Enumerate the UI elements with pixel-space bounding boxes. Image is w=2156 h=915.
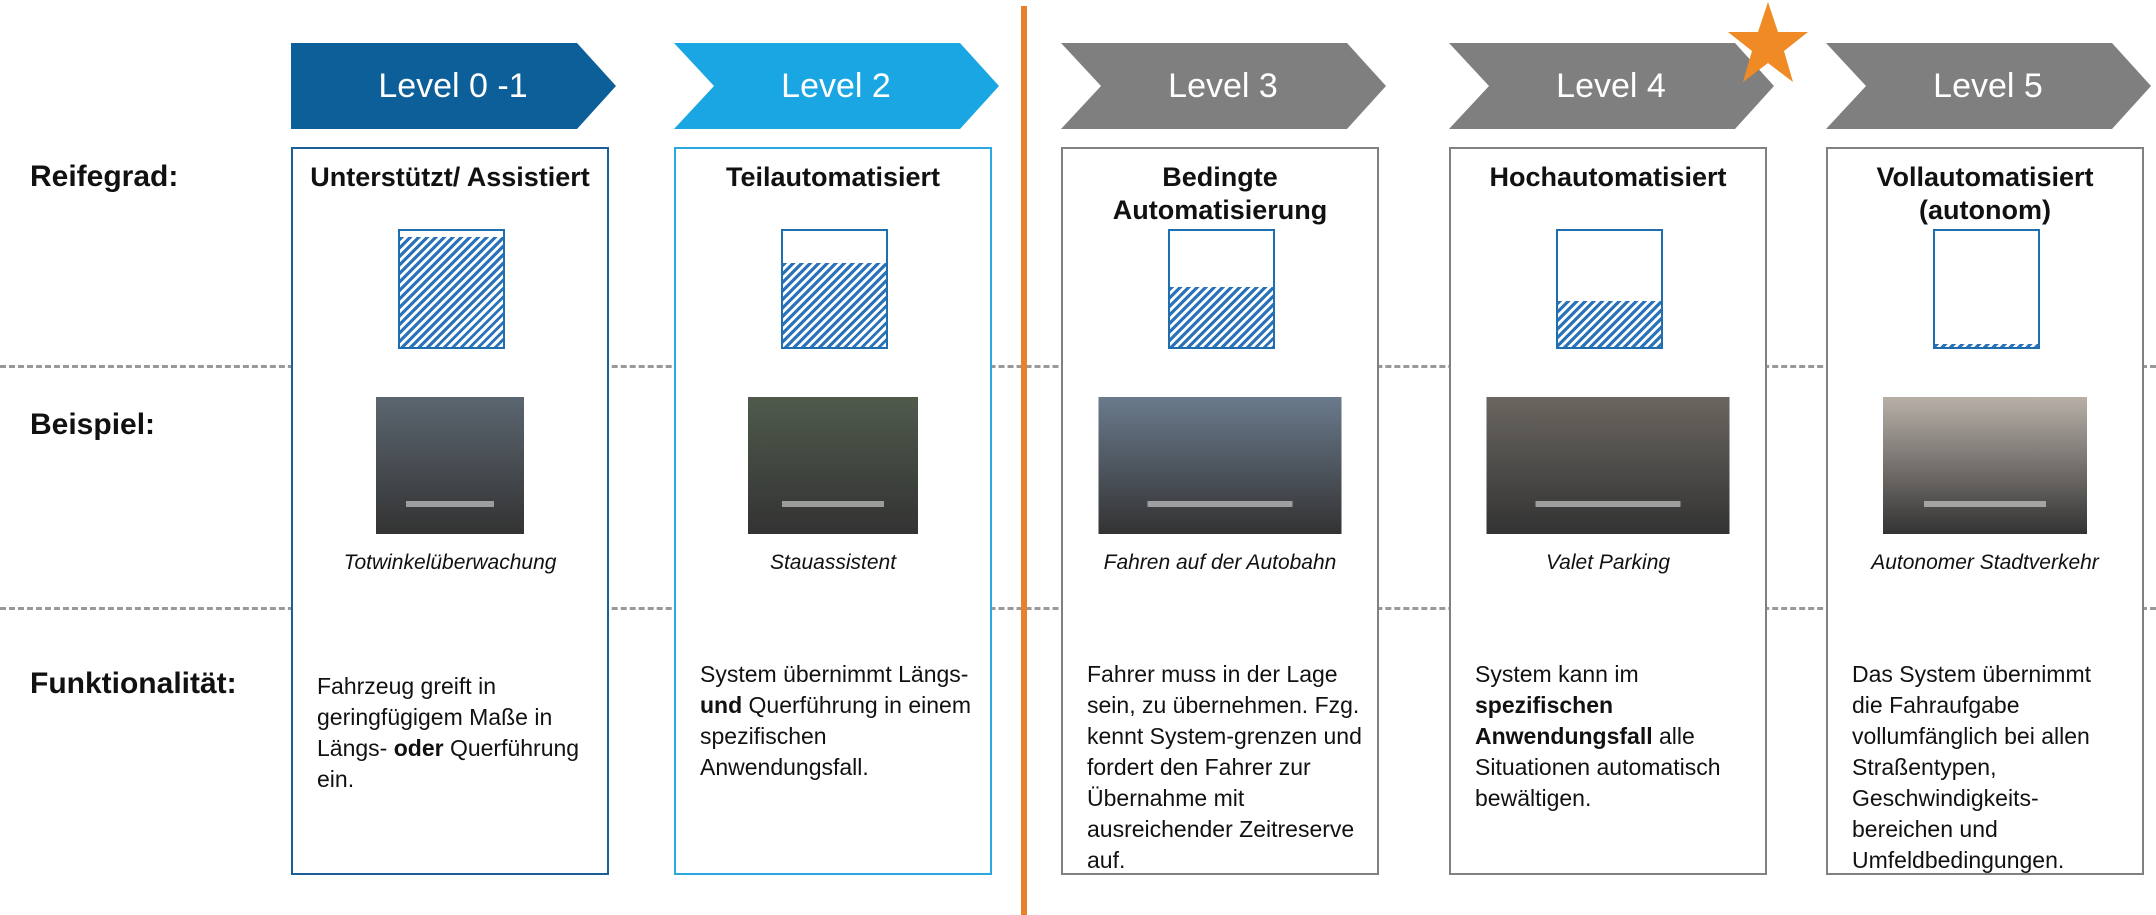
level-name: Unterstützt/ Assistiert <box>310 162 590 192</box>
example-caption: Valet Parking <box>1545 551 1671 574</box>
example-caption: Fahren auf der Autobahn <box>1103 551 1337 574</box>
level-chevron: Level 4 <box>1449 43 1774 129</box>
description: Das System übernimmt die Fahraufgabe vol… <box>1852 659 2128 876</box>
road-mark <box>1923 500 2047 507</box>
description-text: System kann im <box>1475 661 1639 687</box>
description-bold: und <box>700 692 743 718</box>
maturity-gauge <box>1556 229 1663 349</box>
description: Fahrzeug greift in geringfügigem Maße in… <box>317 671 593 795</box>
level-column: Hochautomatisiert Valet Parking System kan… <box>1449 147 1767 875</box>
row-label: Funktionalität: <box>30 667 237 700</box>
level-column: Bedingte Automatisierung Fahren auf der A… <box>1061 147 1379 875</box>
level-chevron: Level 5 <box>1826 43 2151 129</box>
maturity-fill <box>1558 300 1661 347</box>
level-label: Level 4 <box>1556 67 1666 105</box>
description-bold: spezifischen Anwendungsfall <box>1475 692 1653 749</box>
example-image <box>748 397 918 534</box>
example-caption: Stauassistent <box>769 551 897 574</box>
description: Fahrer muss in der Lage sein, zu überneh… <box>1087 659 1363 876</box>
row-label: Beispiel: <box>30 408 156 441</box>
star <box>1728 2 1808 82</box>
maturity-fill <box>1935 343 2038 347</box>
level-column: Teilautomatisiert Stauassistent System übe… <box>674 147 992 875</box>
level-name: Bedingte Automatisierung <box>1112 162 1328 225</box>
road-mark <box>405 500 495 507</box>
maturity-gauge <box>1168 229 1275 349</box>
maturity-fill <box>1170 286 1273 347</box>
level-chevron: Level 3 <box>1061 43 1386 129</box>
level-label: Level 0 -1 <box>378 67 527 105</box>
road-mark <box>782 500 884 507</box>
level-chevron: Level 2 <box>674 43 999 129</box>
level-name: Hochautomatisiert <box>1489 162 1727 192</box>
maturity-gauge <box>781 229 888 349</box>
separator <box>1021 6 1027 915</box>
level-label: Level 3 <box>1168 67 1278 105</box>
example-image <box>376 397 524 534</box>
description-text: Fahrer muss in der Lage sein, zu überneh… <box>1087 661 1362 873</box>
description-text: Querführung ein. <box>317 735 580 792</box>
level-column: Vollautomatisiert (autonom) Autonomer Sta… <box>1826 147 2144 875</box>
level-chevron: Level 0 -1 <box>291 43 616 129</box>
road-mark <box>1147 500 1293 507</box>
level-name: Teilautomatisiert <box>725 162 941 192</box>
description-text: alle Situationen automatisch bewältigen. <box>1475 723 1721 811</box>
level-label: Level 5 <box>1933 67 2043 105</box>
level-label: Level 2 <box>781 67 891 105</box>
example-image <box>1486 397 1730 534</box>
description-text: Querführung in einem spezifischen Anwend… <box>700 692 972 780</box>
maturity-gauge <box>398 229 505 349</box>
description-text: Das System übernimmt die Fahraufgabe vol… <box>1852 661 2092 873</box>
maturity-fill <box>783 263 886 347</box>
level-name: Vollautomatisiert (autonom) <box>1876 162 2094 225</box>
description-bold: oder <box>393 735 444 761</box>
description: System kann im spezifischen Anwendungsfa… <box>1475 659 1751 814</box>
description-text: System übernimmt Längs- <box>700 661 969 687</box>
road-mark <box>1535 500 1681 507</box>
example-image <box>1883 397 2087 534</box>
example-image <box>1098 397 1342 534</box>
level-column: Unterstützt/ Assistiert Totwinkelüberwach… <box>291 147 609 875</box>
maturity-fill <box>400 236 503 347</box>
description-text: Fahrzeug greift in geringfügigem Maße in… <box>317 673 553 761</box>
description: System übernimmt Längs- und Querführung … <box>700 659 976 783</box>
example-caption: Totwinkelüberwachung <box>343 551 557 574</box>
example-caption: Autonomer Stadtverkehr <box>1871 551 2099 574</box>
maturity-gauge <box>1933 229 2040 349</box>
row-label: Reifegrad: <box>30 160 179 193</box>
